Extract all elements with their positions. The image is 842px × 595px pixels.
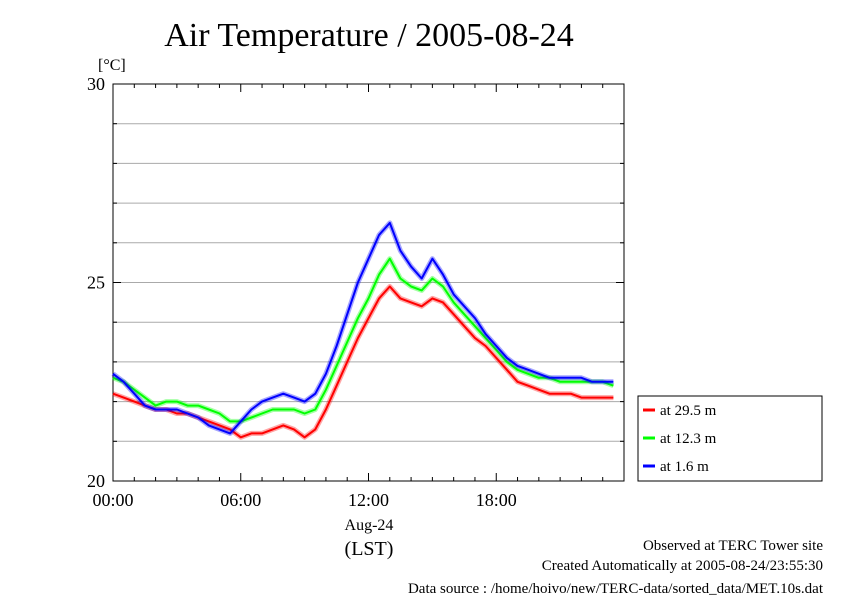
series-group (111, 220, 615, 440)
series-halo (112, 256, 615, 424)
chart-title: Air Temperature / 2005-08-24 (164, 17, 574, 54)
x-tick-label: 12:00 (348, 490, 389, 510)
series-line (112, 221, 614, 435)
x-tick-label: 06:00 (220, 490, 261, 510)
x-axis-label: (LST) (345, 538, 394, 560)
y-tick-label: 20 (87, 471, 105, 491)
series-line (112, 257, 614, 423)
y-tick-label: 25 (87, 273, 105, 293)
footer-created: Created Automatically at 2005-08-24/23:5… (542, 558, 823, 574)
legend-label: at 29.5 m (660, 403, 717, 419)
axis-ticks: 20 25 30 00:00 06:00 12:00 18:00 (87, 74, 625, 510)
x-date-label: Aug-24 (345, 517, 394, 534)
legend: at 29.5 m at 12.3 m at 1.6 m (637, 395, 823, 482)
legend-label: at 12.3 m (660, 431, 717, 447)
legend-items: at 29.5 m at 12.3 m at 1.6 m (643, 403, 717, 475)
x-tick-label: 18:00 (476, 490, 517, 510)
x-tick-label: 00:00 (92, 490, 133, 510)
grid (113, 123, 624, 442)
y-axis-unit: [°C] (98, 57, 126, 74)
legend-label: at 1.6 m (660, 459, 709, 475)
legend-box (637, 395, 823, 482)
y-tick-label: 30 (87, 74, 105, 94)
footer-site: Observed at TERC Tower site (643, 538, 823, 554)
footer-source: Data source : /home/hoivo/new/TERC-data/… (408, 581, 824, 595)
